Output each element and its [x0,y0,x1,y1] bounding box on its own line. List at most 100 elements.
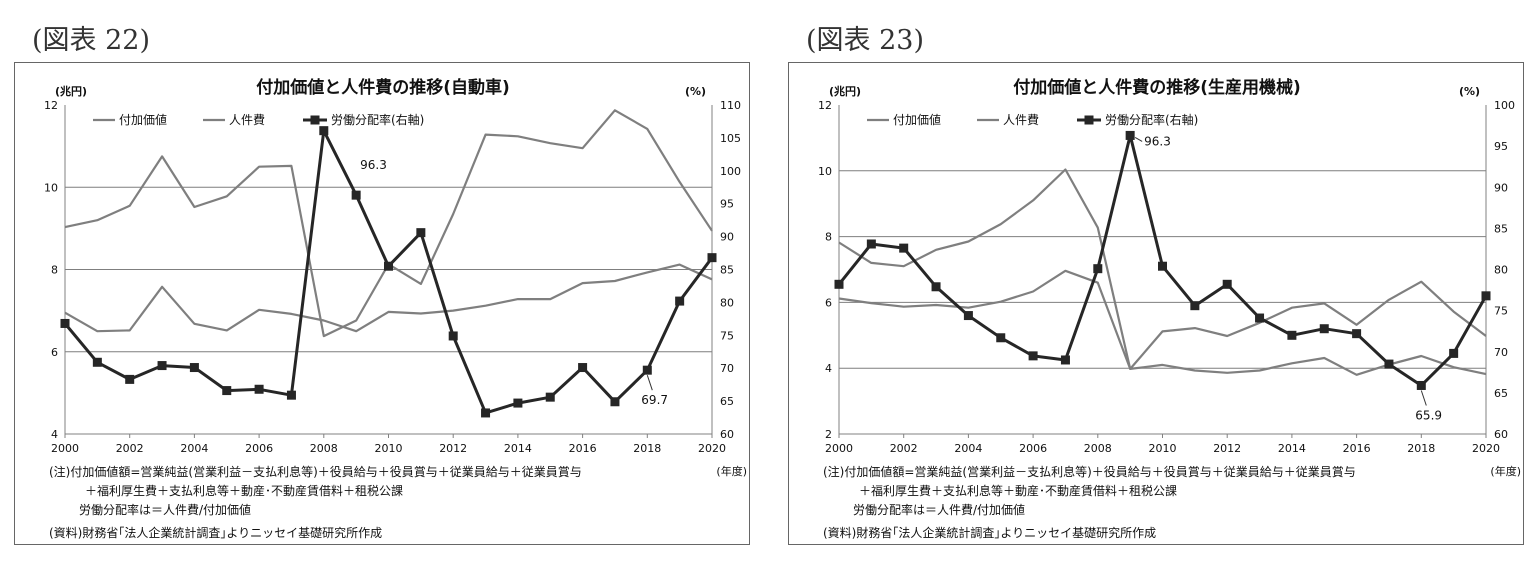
labor-share-marker [1352,329,1362,339]
labor-share-marker [189,363,199,373]
labor-share-marker [1481,291,1491,301]
data-label: 96.3 [360,158,387,172]
right-tick-label: 105 [720,132,741,145]
x-tick-label: 2002 [890,442,918,455]
x-tick-label: 2006 [245,442,273,455]
legend-label: 人件費 [1003,112,1039,127]
right-tick-label: 95 [720,198,734,211]
left-tick-label: 2 [825,428,832,441]
right-tick-label: 80 [1494,264,1508,277]
labor-share-marker [866,239,876,249]
labor-share-marker [1287,330,1297,340]
x-tick-label: 2010 [1149,442,1177,455]
left-tick-label: 10 [818,165,832,178]
left-tick-label: 6 [825,296,832,309]
labor-share-marker [416,228,426,238]
labor-share-marker [1449,348,1459,358]
labor-share-marker [157,361,167,371]
note-line: 労働分配率は＝人件費/付加価値 [853,502,1025,517]
labor-share-marker [384,261,393,271]
legend-label: 人件費 [229,112,265,127]
chart-svg-machinery: 付加価値と人件費の推移(生産用機械) (兆円) (%) 2 4 6 8 10 12 60 65 70 7… [818,77,1521,540]
chart-panel-machinery: 付加価値と人件費の推移(生産用機械) (兆円) (%) 2 4 6 8 10 12 60 65 70 7… [788,62,1524,545]
right-tick-label: 100 [1494,99,1515,112]
chart-title: 付加価値と人件費の推移(生産用機械) [1013,77,1301,98]
labor-share-marker [254,384,264,394]
left-tick-label: 4 [825,362,832,375]
labor-share-marker [1060,355,1070,365]
labor-share-marker [60,318,70,328]
figure-label-22: (図表 22) [32,25,151,56]
data-label-leader [1420,390,1427,406]
x-tick-label: 2008 [1084,442,1112,455]
series-line-value-added [838,168,1487,370]
labor-share-marker [1222,279,1232,289]
x-tick-label: 2020 [1472,442,1500,455]
right-tick-label: 110 [720,99,741,112]
labor-share-marker [834,279,844,289]
note-line: ＋福利厚生費＋支払利息等＋動産･不動産賃借料＋租税公課 [85,483,403,498]
labor-share-marker [963,311,973,321]
labor-share-marker [1384,359,1394,369]
data-label-leader [1134,136,1143,142]
labor-share-marker [545,392,555,402]
left-tick-label: 12 [818,99,832,112]
x-tick-label: 2000 [825,442,853,455]
labor-share-marker [996,333,1006,343]
labor-share-marker [1319,324,1329,334]
labor-share-marker [675,296,685,306]
labor-share-marker [1158,261,1167,271]
legend-label: 労働分配率(右軸) [1105,112,1198,127]
legend-marker [1084,115,1094,125]
right-tick-label: 70 [1494,346,1508,359]
labor-share-marker [319,126,329,136]
x-tick-label: 2014 [1278,442,1306,455]
labor-share-marker [1255,313,1265,323]
right-tick-label: 80 [720,296,734,309]
labor-share-marker [1093,264,1103,274]
x-tick-label: 2010 [375,442,403,455]
x-tick-label: 2020 [698,442,726,455]
x-tick-label: 2018 [633,442,661,455]
data-label-leader [646,375,653,391]
data-label: 96.3 [1144,134,1171,148]
x-tick-label: 2012 [439,442,467,455]
labor-share-marker [578,363,588,373]
labor-share-marker [610,397,620,407]
legend-label: 付加価値 [893,112,941,127]
right-tick-label: 100 [720,165,741,178]
left-axis-unit: (兆円) [55,84,87,98]
x-tick-label: 2016 [569,442,597,455]
left-tick-label: 12 [44,99,58,112]
labor-share-marker [931,282,941,292]
left-tick-label: 8 [825,231,832,244]
labor-share-marker [351,190,361,200]
note-line: 労働分配率は＝人件費/付加価値 [79,502,251,517]
chart-panel-automobile: 付加価値と人件費の推移(自動車) (兆円) (%) 4 6 8 10 12 60 65 70 75 80… [14,62,750,545]
right-tick-label: 75 [720,329,734,342]
labor-share-marker [642,365,652,375]
x-tick-label: 2016 [1343,442,1371,455]
right-tick-label: 65 [720,395,734,408]
labor-share-marker [1028,351,1038,361]
series-line-value-added [64,109,713,338]
labor-share-marker [899,243,909,253]
left-tick-label: 6 [51,346,58,359]
data-label: 69.7 [641,393,668,407]
left-tick-label: 10 [44,181,58,194]
x-tick-label: 2014 [504,442,532,455]
series-line-labor-share [63,129,714,415]
left-axis-unit: (兆円) [829,84,861,98]
source-line: (資料)財務省｢法人企業統計調査｣よりニッセイ基礎研究所作成 [823,525,1156,540]
right-axis-unit: (%) [1459,85,1480,98]
labor-share-marker [1416,380,1426,390]
figure-label-23: (図表 23) [806,25,925,56]
right-tick-label: 90 [1494,181,1508,194]
right-tick-label: 90 [720,231,734,244]
x-tick-label: 2002 [116,442,144,455]
left-tick-label: 8 [51,264,58,277]
x-axis-label: (年度) [716,464,747,478]
right-tick-label: 65 [1494,387,1508,400]
labor-share-marker [1125,130,1135,140]
right-tick-label: 60 [1494,428,1508,441]
